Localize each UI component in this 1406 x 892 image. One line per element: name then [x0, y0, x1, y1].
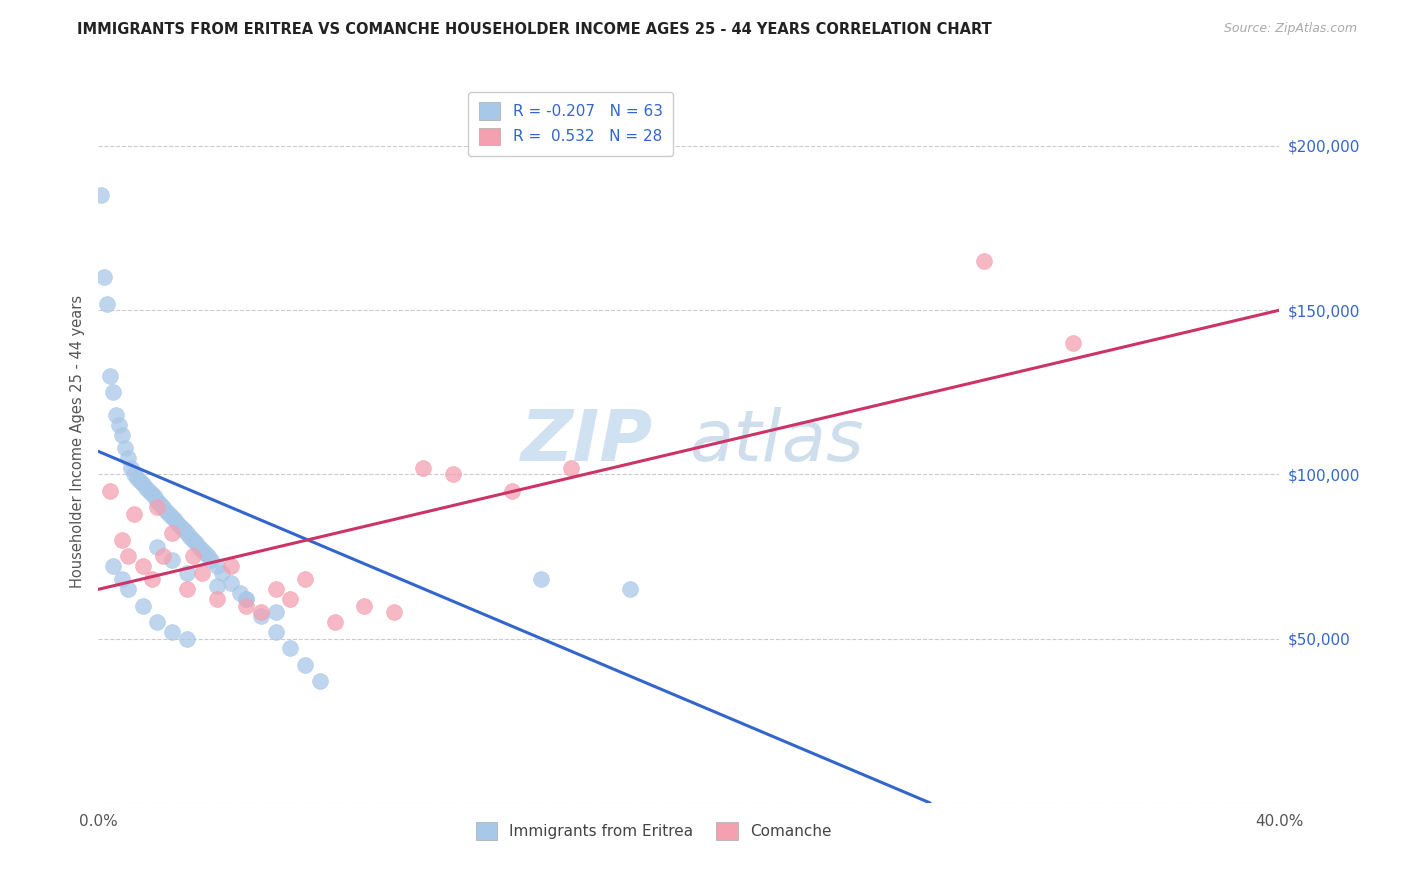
Point [122, 507, 145, 521]
Point [205, 592, 228, 607]
Point [105, 409, 128, 423]
Point [111, 533, 134, 547]
Point [111, 573, 134, 587]
Point [501, 483, 523, 498]
Text: Source: ZipAtlas.com: Source: ZipAtlas.com [1223, 22, 1357, 36]
Point [146, 540, 169, 554]
Point [176, 526, 198, 541]
Point [162, 526, 183, 541]
Point [211, 566, 233, 580]
Point [96, 296, 118, 310]
Point [152, 500, 174, 515]
Point [309, 674, 332, 689]
Point [441, 467, 464, 482]
Point [128, 474, 150, 488]
Point [93, 270, 115, 285]
Point [187, 540, 209, 554]
Point [412, 460, 434, 475]
Point [194, 546, 217, 560]
Point [120, 460, 142, 475]
Point [229, 585, 252, 599]
Point [264, 582, 287, 597]
Point [170, 520, 193, 534]
Point [138, 483, 160, 498]
Point [157, 507, 180, 521]
Point [294, 573, 316, 587]
Point [205, 559, 228, 574]
Point [973, 253, 995, 268]
Point [250, 608, 273, 623]
Point [103, 559, 125, 574]
Point [191, 542, 214, 557]
Point [132, 477, 155, 491]
Point [122, 467, 145, 482]
Point [235, 599, 257, 613]
Point [117, 549, 139, 564]
Point [181, 549, 204, 564]
Point [152, 549, 174, 564]
Point [176, 632, 198, 646]
Point [294, 657, 316, 672]
Point [280, 592, 302, 607]
Point [197, 549, 219, 564]
Point [114, 441, 136, 455]
Point [235, 592, 257, 607]
Point [162, 553, 183, 567]
Point [221, 575, 243, 590]
Point [619, 582, 641, 597]
Point [146, 500, 169, 515]
Point [250, 605, 273, 619]
Point [323, 615, 346, 630]
Point [1062, 336, 1084, 351]
Point [181, 533, 204, 547]
Point [382, 605, 405, 619]
Point [173, 523, 195, 537]
Point [179, 530, 201, 544]
Point [117, 450, 139, 465]
Y-axis label: Householder Income Ages 25 - 44 years: Householder Income Ages 25 - 44 years [69, 295, 84, 588]
Point [111, 428, 134, 442]
Point [560, 460, 582, 475]
Point [141, 487, 163, 501]
Point [200, 553, 222, 567]
Point [132, 599, 155, 613]
Text: atlas: atlas [689, 407, 863, 476]
Legend: Immigrants from Eritrea, Comanche: Immigrants from Eritrea, Comanche [470, 816, 838, 846]
Text: IMMIGRANTS FROM ERITREA VS COMANCHE HOUSEHOLDER INCOME AGES 25 - 44 YEARS CORREL: IMMIGRANTS FROM ERITREA VS COMANCHE HOUS… [77, 22, 993, 37]
Point [141, 573, 163, 587]
Point [530, 573, 553, 587]
Point [98, 483, 121, 498]
Point [146, 615, 169, 630]
Text: ZIP: ZIP [522, 407, 654, 476]
Point [176, 566, 198, 580]
Point [108, 418, 131, 433]
Point [264, 605, 287, 619]
Point [176, 582, 198, 597]
Point [117, 582, 139, 597]
Point [135, 481, 157, 495]
Point [162, 625, 183, 640]
Point [353, 599, 375, 613]
Point [191, 566, 214, 580]
Point [221, 559, 243, 574]
Point [235, 592, 257, 607]
Point [165, 513, 187, 527]
Point [184, 536, 207, 550]
Point [280, 641, 302, 656]
Point [132, 559, 155, 574]
Point [162, 510, 183, 524]
Point [146, 493, 169, 508]
Point [143, 491, 166, 505]
Point [205, 579, 228, 593]
Point [149, 497, 172, 511]
Point [98, 368, 121, 383]
Point [90, 188, 112, 202]
Point [155, 503, 177, 517]
Point [125, 471, 148, 485]
Point [103, 385, 125, 400]
Point [264, 625, 287, 640]
Point [167, 516, 190, 531]
